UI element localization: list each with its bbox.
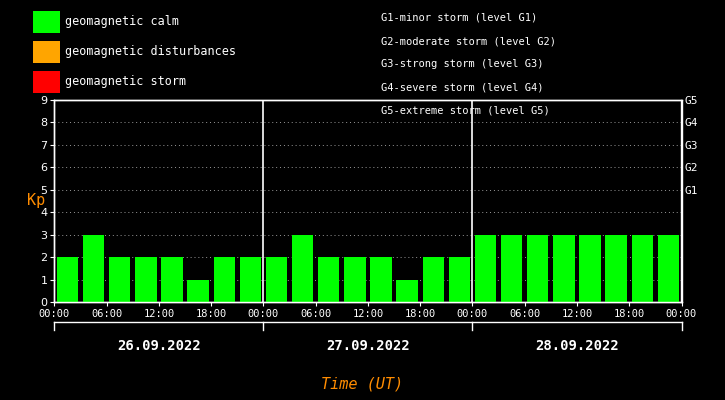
Text: G1-minor storm (level G1): G1-minor storm (level G1) xyxy=(381,13,537,23)
Text: 26.09.2022: 26.09.2022 xyxy=(117,339,201,353)
Bar xyxy=(579,235,601,302)
Text: G3-strong storm (level G3): G3-strong storm (level G3) xyxy=(381,60,543,70)
Bar xyxy=(292,235,313,302)
Bar xyxy=(161,257,183,302)
Text: geomagnetic disturbances: geomagnetic disturbances xyxy=(65,46,236,58)
Text: 28.09.2022: 28.09.2022 xyxy=(535,339,619,353)
Bar xyxy=(553,235,575,302)
Y-axis label: Kp: Kp xyxy=(27,194,45,208)
Bar xyxy=(449,257,470,302)
Bar xyxy=(605,235,627,302)
Bar xyxy=(57,257,78,302)
Text: Time (UT): Time (UT) xyxy=(321,376,404,392)
Text: geomagnetic calm: geomagnetic calm xyxy=(65,16,179,28)
Bar xyxy=(501,235,523,302)
Text: geomagnetic storm: geomagnetic storm xyxy=(65,76,186,88)
Bar xyxy=(83,235,104,302)
Bar xyxy=(240,257,261,302)
Bar xyxy=(266,257,287,302)
Bar xyxy=(318,257,339,302)
Text: G4-severe storm (level G4): G4-severe storm (level G4) xyxy=(381,83,543,93)
Bar xyxy=(370,257,392,302)
Bar xyxy=(475,235,496,302)
Text: G5-extreme storm (level G5): G5-extreme storm (level G5) xyxy=(381,106,550,116)
Bar xyxy=(527,235,549,302)
Bar xyxy=(658,235,679,302)
Text: 27.09.2022: 27.09.2022 xyxy=(326,339,410,353)
Bar xyxy=(344,257,365,302)
Bar xyxy=(423,257,444,302)
Bar xyxy=(135,257,157,302)
Text: G2-moderate storm (level G2): G2-moderate storm (level G2) xyxy=(381,36,555,46)
Bar xyxy=(187,280,209,302)
Bar xyxy=(397,280,418,302)
Bar xyxy=(109,257,130,302)
Bar xyxy=(631,235,653,302)
Bar xyxy=(213,257,235,302)
